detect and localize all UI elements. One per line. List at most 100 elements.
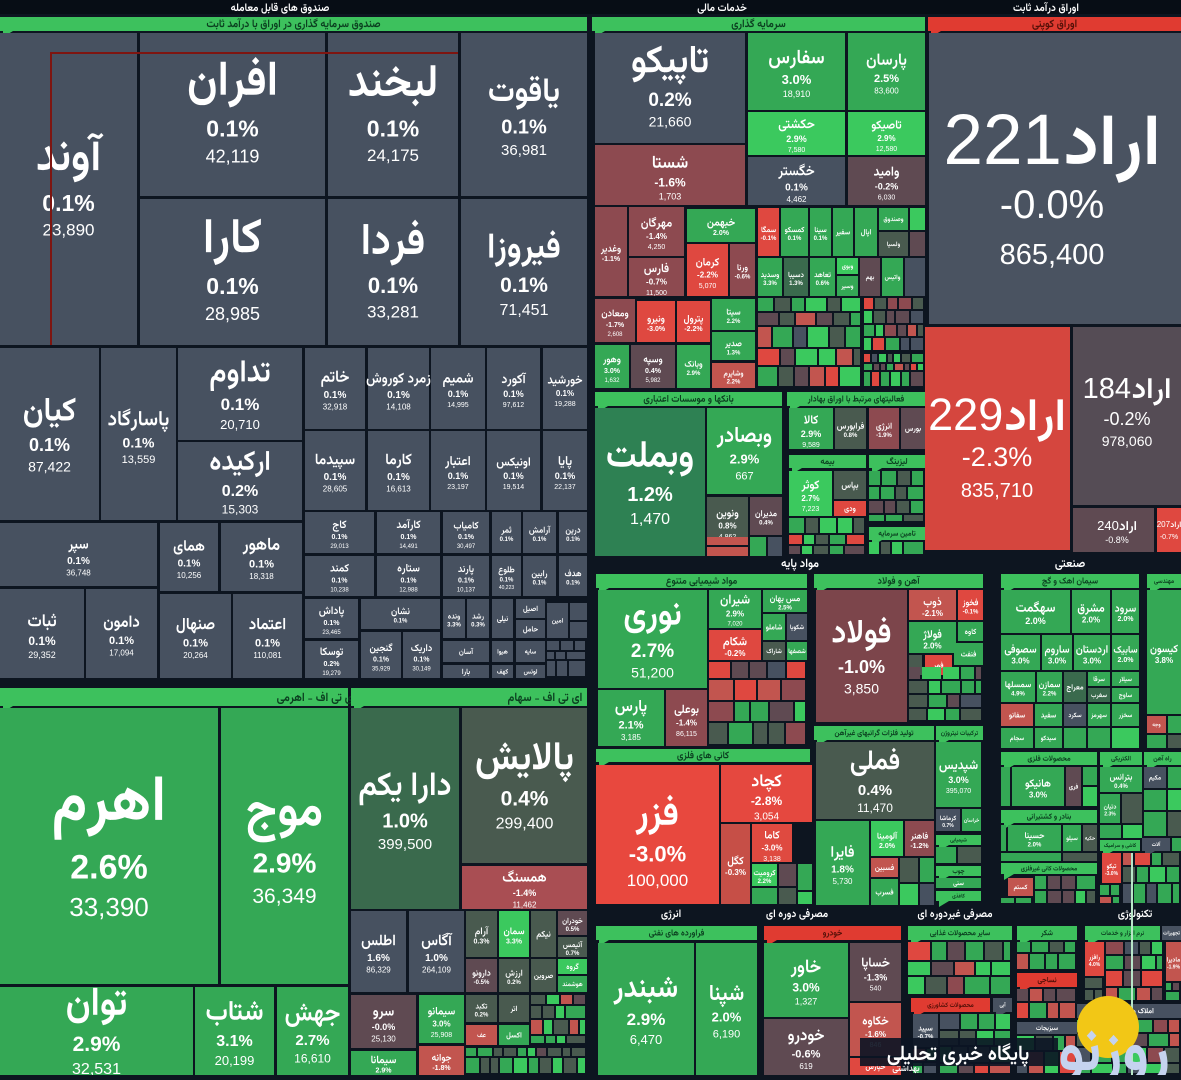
svg-text:-0.6%: -0.6% (735, 274, 751, 280)
svg-text:0.1%: 0.1% (332, 534, 349, 541)
svg-text:83,600: 83,600 (874, 87, 899, 96)
svg-text:835,710: 835,710 (961, 480, 1033, 502)
svg-text:-3.0%: -3.0% (1105, 871, 1119, 877)
svg-text:0.4%: 0.4% (501, 788, 549, 811)
svg-text:-1.4%: -1.4% (646, 232, 667, 241)
svg-text:86,329: 86,329 (366, 966, 391, 975)
svg-text:-2.3%: -2.3% (962, 442, 1033, 472)
svg-text:29,013: 29,013 (330, 544, 349, 550)
svg-text:2.9%: 2.9% (627, 1010, 666, 1029)
svg-text:21,660: 21,660 (649, 113, 692, 129)
svg-text:3.3%: 3.3% (447, 623, 461, 629)
svg-text:18,910: 18,910 (783, 89, 811, 99)
svg-text:3,185: 3,185 (621, 733, 642, 742)
svg-text:28,985: 28,985 (205, 304, 260, 324)
svg-text:3.0%: 3.0% (782, 72, 812, 87)
svg-text:0.1%: 0.1% (503, 471, 524, 481)
svg-text:3.0%: 3.0% (948, 775, 969, 785)
svg-text:11,470: 11,470 (857, 801, 893, 815)
svg-text:-1.0%: -1.0% (838, 657, 885, 677)
svg-text:0.1%: 0.1% (387, 390, 410, 401)
svg-text:540: 540 (870, 986, 882, 993)
svg-text:0.7%: 0.7% (942, 823, 954, 829)
svg-text:0.4%: 0.4% (858, 782, 892, 799)
svg-text:28,605: 28,605 (323, 485, 348, 494)
svg-text:1,703: 1,703 (659, 192, 682, 202)
svg-text:2.9%: 2.9% (726, 610, 744, 619)
svg-text:18,318: 18,318 (249, 572, 274, 581)
svg-text:2.5%: 2.5% (874, 73, 899, 85)
svg-text:-3.0%: -3.0% (629, 841, 686, 866)
svg-text:1,632: 1,632 (604, 378, 620, 384)
svg-text:10,137: 10,137 (457, 587, 476, 593)
svg-text:399,500: 399,500 (378, 836, 432, 853)
svg-text:33,281: 33,281 (367, 303, 419, 322)
svg-text:3.8%: 3.8% (1155, 656, 1173, 665)
svg-text:0.1%: 0.1% (387, 472, 410, 483)
svg-text:2.0%: 2.0% (713, 230, 730, 237)
svg-text:-0.5%: -0.5% (474, 980, 490, 986)
svg-text:22,137: 22,137 (554, 484, 576, 491)
svg-text:0.6%: 0.6% (816, 281, 830, 287)
svg-text:0.1%: 0.1% (123, 434, 155, 450)
svg-text:2.9%: 2.9% (376, 1068, 393, 1075)
svg-text:2.0%: 2.0% (923, 642, 941, 651)
svg-text:100,000: 100,000 (627, 871, 688, 890)
svg-text:1,327: 1,327 (795, 996, 818, 1006)
svg-text:0.1%: 0.1% (566, 537, 580, 543)
svg-text:24,175: 24,175 (367, 146, 419, 165)
svg-text:1.3%: 1.3% (727, 350, 741, 356)
svg-text:17,094: 17,094 (109, 649, 134, 658)
svg-text:0.3%: 0.3% (471, 623, 485, 629)
svg-text:-1.6%: -1.6% (654, 175, 686, 189)
svg-text:1.0%: 1.0% (382, 811, 428, 833)
svg-text:23,197: 23,197 (447, 484, 469, 491)
svg-text:110,081: 110,081 (253, 651, 282, 660)
svg-text:3.0%: 3.0% (1011, 657, 1029, 666)
svg-text:86,115: 86,115 (676, 731, 697, 738)
svg-text:0.1%: 0.1% (28, 634, 56, 648)
svg-text:3.0%: 3.0% (1048, 657, 1066, 666)
svg-text:7,223: 7,223 (802, 506, 820, 513)
svg-text:19,288: 19,288 (554, 401, 576, 408)
svg-text:16,610: 16,610 (294, 1052, 331, 1066)
svg-text:7,020: 7,020 (727, 621, 743, 627)
svg-text:0.1%: 0.1% (785, 183, 808, 194)
svg-text:-0.7%: -0.7% (1160, 534, 1178, 541)
svg-text:667: 667 (735, 470, 753, 482)
svg-text:2.0%: 2.0% (1025, 616, 1046, 626)
svg-text:33,390: 33,390 (69, 892, 149, 922)
svg-text:2.9%: 2.9% (786, 134, 807, 144)
svg-text:-1.4%: -1.4% (676, 719, 697, 728)
svg-text:0.4%: 0.4% (645, 368, 662, 375)
svg-text:35,929: 35,929 (372, 666, 391, 672)
svg-text:6,470: 6,470 (630, 1032, 663, 1047)
svg-text:0.1%: 0.1% (324, 620, 341, 627)
svg-text:0.1%: 0.1% (255, 638, 280, 650)
svg-text:0.1%: 0.1% (533, 580, 547, 586)
svg-text:14,995: 14,995 (447, 402, 469, 409)
svg-text:-0.6%: -0.6% (792, 1049, 821, 1061)
svg-text:0.1%: 0.1% (414, 657, 431, 664)
svg-text:0.1%: 0.1% (566, 580, 580, 586)
svg-text:0.2%: 0.2% (475, 1013, 489, 1019)
svg-text:0.1%: 0.1% (332, 578, 349, 585)
svg-text:2.0%: 2.0% (1118, 657, 1135, 664)
svg-text:-1.8%: -1.8% (432, 1065, 451, 1072)
svg-text:229: 229 (928, 389, 1003, 440)
svg-text:36,748: 36,748 (66, 569, 91, 578)
svg-text:7,580: 7,580 (788, 147, 806, 154)
svg-text:15,303: 15,303 (222, 503, 259, 517)
svg-text:0.1%: 0.1% (533, 537, 547, 543)
svg-text:23,890: 23,890 (43, 221, 95, 240)
svg-text:0.2%: 0.2% (222, 483, 258, 500)
svg-text:0.1%: 0.1% (324, 472, 347, 483)
svg-text:6,190: 6,190 (713, 1028, 741, 1040)
svg-text:5,730: 5,730 (832, 877, 853, 886)
svg-text:-1.4%: -1.4% (513, 888, 537, 898)
svg-text:40,223: 40,223 (499, 585, 515, 591)
svg-text:207: 207 (1157, 520, 1171, 529)
svg-text:3.1%: 3.1% (216, 1033, 252, 1050)
svg-text:20,199: 20,199 (215, 1053, 255, 1068)
svg-text:10,256: 10,256 (177, 571, 202, 580)
